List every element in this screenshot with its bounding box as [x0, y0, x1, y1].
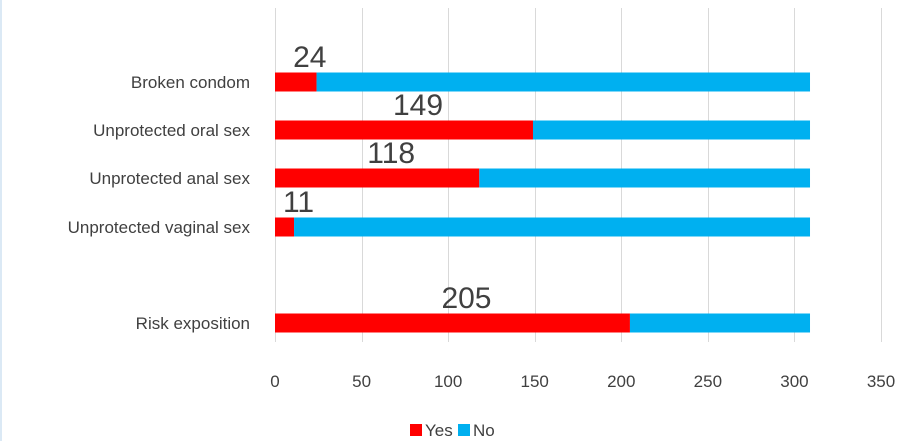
x-tick-label: 300: [780, 372, 808, 391]
data-label: 24: [293, 41, 326, 74]
x-tick-label: 150: [521, 372, 549, 391]
category-label: Unprotected anal sex: [89, 169, 250, 188]
legend: Yes No: [410, 421, 495, 440]
legend-swatch-yes: [410, 424, 422, 436]
data-label: 205: [441, 282, 491, 315]
data-label: 149: [393, 89, 443, 122]
category-label: Unprotected vaginal sex: [68, 218, 251, 237]
category-labels: Broken condom Unprotected oral sex Unprote…: [68, 73, 251, 333]
bar-no-4: [629, 313, 811, 333]
bar-no-1: [532, 120, 811, 140]
data-label: 118: [367, 137, 415, 170]
category-label: Broken condom: [131, 73, 250, 92]
legend-swatch-no: [458, 424, 470, 436]
x-tick-label: 350: [867, 372, 895, 391]
data-labels: 24 149 118 11 205: [283, 41, 492, 315]
x-tick-labels: 0 50 100 150 200 250 300 350: [270, 372, 895, 391]
x-tick-label: 100: [434, 372, 462, 391]
bar-yes-1: [275, 120, 533, 140]
x-tick-label: 0: [270, 372, 279, 391]
bar-no-0: [316, 72, 811, 92]
bar-no-3: [294, 217, 811, 237]
category-label: Unprotected oral sex: [93, 121, 250, 140]
bars: [275, 72, 811, 333]
bar-yes-3: [275, 217, 295, 237]
bar-yes-4: [275, 313, 630, 333]
x-tick-label: 250: [694, 372, 722, 391]
bar-yes-2: [275, 168, 480, 188]
category-label: Risk exposition: [136, 314, 250, 333]
chart-frame-edge: [0, 0, 2, 441]
legend-label-no: No: [473, 421, 495, 440]
data-label: 11: [283, 186, 314, 219]
x-tick-label: 200: [607, 372, 635, 391]
bar-no-2: [479, 168, 811, 188]
x-tick-label: 50: [352, 372, 371, 391]
gridlines: [275, 8, 882, 342]
legend-label-yes: Yes: [425, 421, 453, 440]
bar-yes-0: [275, 72, 317, 92]
